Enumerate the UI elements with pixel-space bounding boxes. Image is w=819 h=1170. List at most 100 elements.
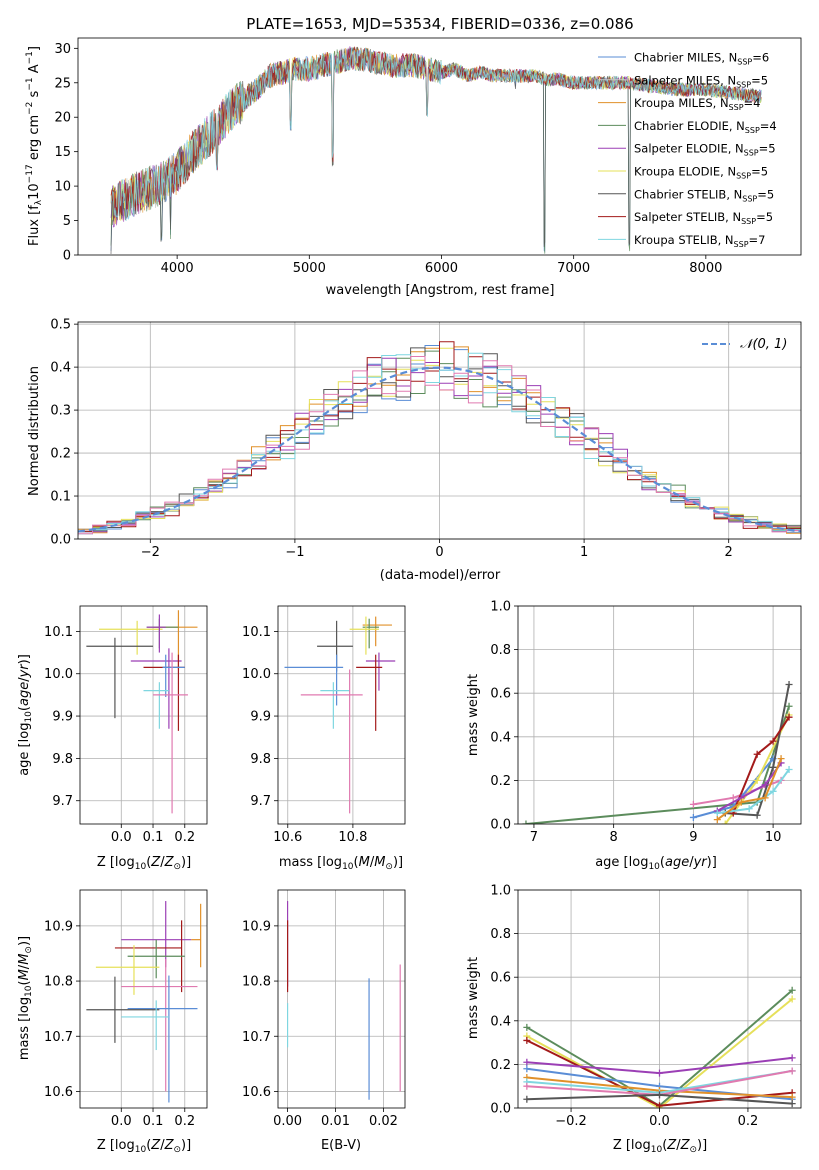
plot-content bbox=[110, 46, 762, 255]
x-tick-label: 0.0 bbox=[111, 1114, 132, 1129]
y-tick-label: 30 bbox=[54, 42, 71, 57]
weight-marker bbox=[689, 813, 697, 821]
weight-marker bbox=[656, 1091, 663, 1099]
weight-marker bbox=[753, 811, 761, 819]
mass-vs-ebv-panel: 0.00 0.01 0.02 10.6 10.7 10.8 10.9 E(B-V) bbox=[242, 889, 406, 1153]
x-tick-label: 0.01 bbox=[321, 1114, 350, 1129]
x-tick-label: 7000 bbox=[557, 261, 590, 276]
ticks: 10.6 10.8 9.7 9.8 9.9 10.0 10.1 bbox=[242, 625, 367, 845]
weight-marker bbox=[523, 1036, 531, 1044]
spectrum-xlabel: wavelength [Angstrom, rest frame] bbox=[326, 283, 555, 298]
ticks: 0.00 0.01 0.02 10.6 10.7 10.8 10.9 bbox=[242, 919, 398, 1129]
weight-marker bbox=[761, 781, 769, 789]
axes-frame bbox=[77, 37, 802, 256]
weight-marker bbox=[522, 820, 530, 824]
y-tick-label: 9.8 bbox=[250, 752, 271, 767]
y-tick-label: 0.6 bbox=[490, 687, 511, 702]
weight-marker bbox=[785, 702, 793, 710]
y-tick-label: 10.0 bbox=[242, 667, 271, 682]
spectrum-ylabel: Flux [fλ10−17 erg cm−2 s−1 A−1] bbox=[25, 46, 44, 246]
residuals-xlabel: (data-model)/error bbox=[380, 568, 501, 583]
x-tick-label: 0.2 bbox=[174, 1114, 195, 1129]
weight-marker bbox=[713, 816, 721, 824]
weight-marker bbox=[721, 820, 729, 824]
y-tick-label: 0.2 bbox=[490, 774, 511, 789]
grid bbox=[80, 606, 207, 824]
axes-frame bbox=[77, 321, 802, 540]
mass-Z-ylabel: mass [log10(M/M⊙)] bbox=[17, 936, 34, 1060]
x-tick-label: 0.0 bbox=[649, 1114, 670, 1129]
weight-marker bbox=[769, 763, 777, 771]
x-tick-label: 0.02 bbox=[369, 1114, 398, 1129]
weight-marker bbox=[713, 809, 721, 817]
errorbar-point bbox=[127, 939, 185, 979]
x-tick-label: 10.8 bbox=[338, 830, 367, 845]
residuals-panel: −2 −1 0 1 2 0.0 0.1 0.2 0.3 0.4 0.5 (data-model)/e… bbox=[27, 318, 802, 583]
y-tick-label: 0.0 bbox=[490, 818, 511, 833]
errorbar-point bbox=[130, 648, 182, 729]
weight-marker bbox=[785, 713, 793, 721]
errorbar-point bbox=[86, 976, 160, 1043]
w-Z-xlabel: Z [log10(Z/Z⊙)] bbox=[613, 1138, 707, 1155]
mass-vs-Z-panel: 0.0 0.1 0.2 10.6 10.7 10.8 10.9 Z [log10(Z/Z⊙)… bbox=[17, 889, 208, 1155]
y-tick-label: 9.7 bbox=[52, 794, 73, 809]
residuals-ylabel: Normed distribution bbox=[27, 366, 42, 496]
weight-series-line bbox=[526, 998, 793, 1108]
gaussian-curve bbox=[78, 366, 801, 533]
weight-marker bbox=[523, 1065, 531, 1073]
errorbar-point bbox=[86, 637, 154, 719]
y-tick-label: 9.8 bbox=[52, 752, 73, 767]
weight-marker bbox=[745, 805, 753, 813]
legend-label: Kroupa STELIB, NSSP=7 bbox=[634, 233, 765, 249]
x-tick-label: 7 bbox=[530, 830, 538, 845]
legend-label: Kroupa ELODIE, NSSP=5 bbox=[634, 165, 768, 181]
plot-content bbox=[78, 341, 801, 538]
weight-marker bbox=[788, 1093, 796, 1101]
axes-frame bbox=[277, 605, 406, 825]
weight-vs-age-panel: 7 8 9 10 0.0 0.2 0.4 0.6 0.8 1.0 age [log10(age/y… bbox=[466, 600, 802, 872]
x-tick-label: 10.6 bbox=[273, 830, 302, 845]
weight-marker bbox=[656, 1069, 663, 1077]
y-tick-label: 0.0 bbox=[50, 533, 71, 548]
weight-marker bbox=[769, 787, 777, 795]
y-tick-label: 10.1 bbox=[242, 625, 271, 640]
axes-frame bbox=[517, 605, 802, 825]
y-tick-label: 0.4 bbox=[490, 1014, 511, 1029]
legend-label: Chabrier ELODIE, NSSP=4 bbox=[634, 119, 777, 135]
errorbar-point bbox=[320, 682, 350, 729]
errorbar-point bbox=[121, 1000, 169, 1051]
axes-frame bbox=[79, 889, 208, 1109]
plot-content bbox=[286, 901, 401, 1100]
y-tick-label: 9.7 bbox=[250, 794, 271, 809]
x-tick-label: 4000 bbox=[161, 261, 194, 276]
histogram-step bbox=[78, 356, 801, 536]
y-tick-label: 0.4 bbox=[490, 730, 511, 745]
legend-label: Salpeter STELIB, NSSP=5 bbox=[634, 210, 773, 226]
weight-series-line bbox=[725, 684, 790, 817]
weight-marker bbox=[761, 794, 769, 802]
y-tick-label: 0.2 bbox=[490, 1058, 511, 1073]
weight-series-line bbox=[716, 762, 782, 812]
ticks: −0.2 0.0 0.2 0.0 0.2 0.4 0.6 0.8 1.0 bbox=[490, 884, 758, 1130]
x-tick-label: 0 bbox=[435, 545, 443, 560]
y-tick-label: 9.9 bbox=[250, 710, 271, 725]
weight-marker bbox=[788, 995, 796, 1003]
errorbar-point bbox=[191, 903, 202, 968]
plot-content bbox=[86, 610, 198, 814]
age-vs-mass-panel: 10.6 10.8 9.7 9.8 9.9 10.0 10.1 mass [log10(M/… bbox=[242, 605, 406, 872]
age-Z-xlabel: Z [log10(Z/Z⊙)] bbox=[97, 855, 191, 872]
mass-Z-xlabel: Z [log10(Z/Z⊙)] bbox=[97, 1138, 191, 1155]
y-tick-label: 10.1 bbox=[44, 625, 73, 640]
y-tick-label: 10 bbox=[54, 180, 71, 195]
x-tick-label: 0.2 bbox=[738, 1114, 759, 1129]
weight-marker bbox=[689, 800, 697, 808]
y-tick-label: 10.6 bbox=[242, 1085, 271, 1100]
spectrum-panel: PLATE=1653, MJD=53534, FIBERID=0336, z=0… bbox=[25, 15, 802, 298]
y-tick-label: 9.9 bbox=[52, 710, 73, 725]
y-tick-label: 1.0 bbox=[490, 600, 511, 615]
weight-marker bbox=[785, 766, 793, 773]
weight-marker bbox=[523, 1023, 531, 1031]
y-tick-label: 0.4 bbox=[50, 361, 71, 376]
weight-series-line bbox=[717, 768, 790, 815]
